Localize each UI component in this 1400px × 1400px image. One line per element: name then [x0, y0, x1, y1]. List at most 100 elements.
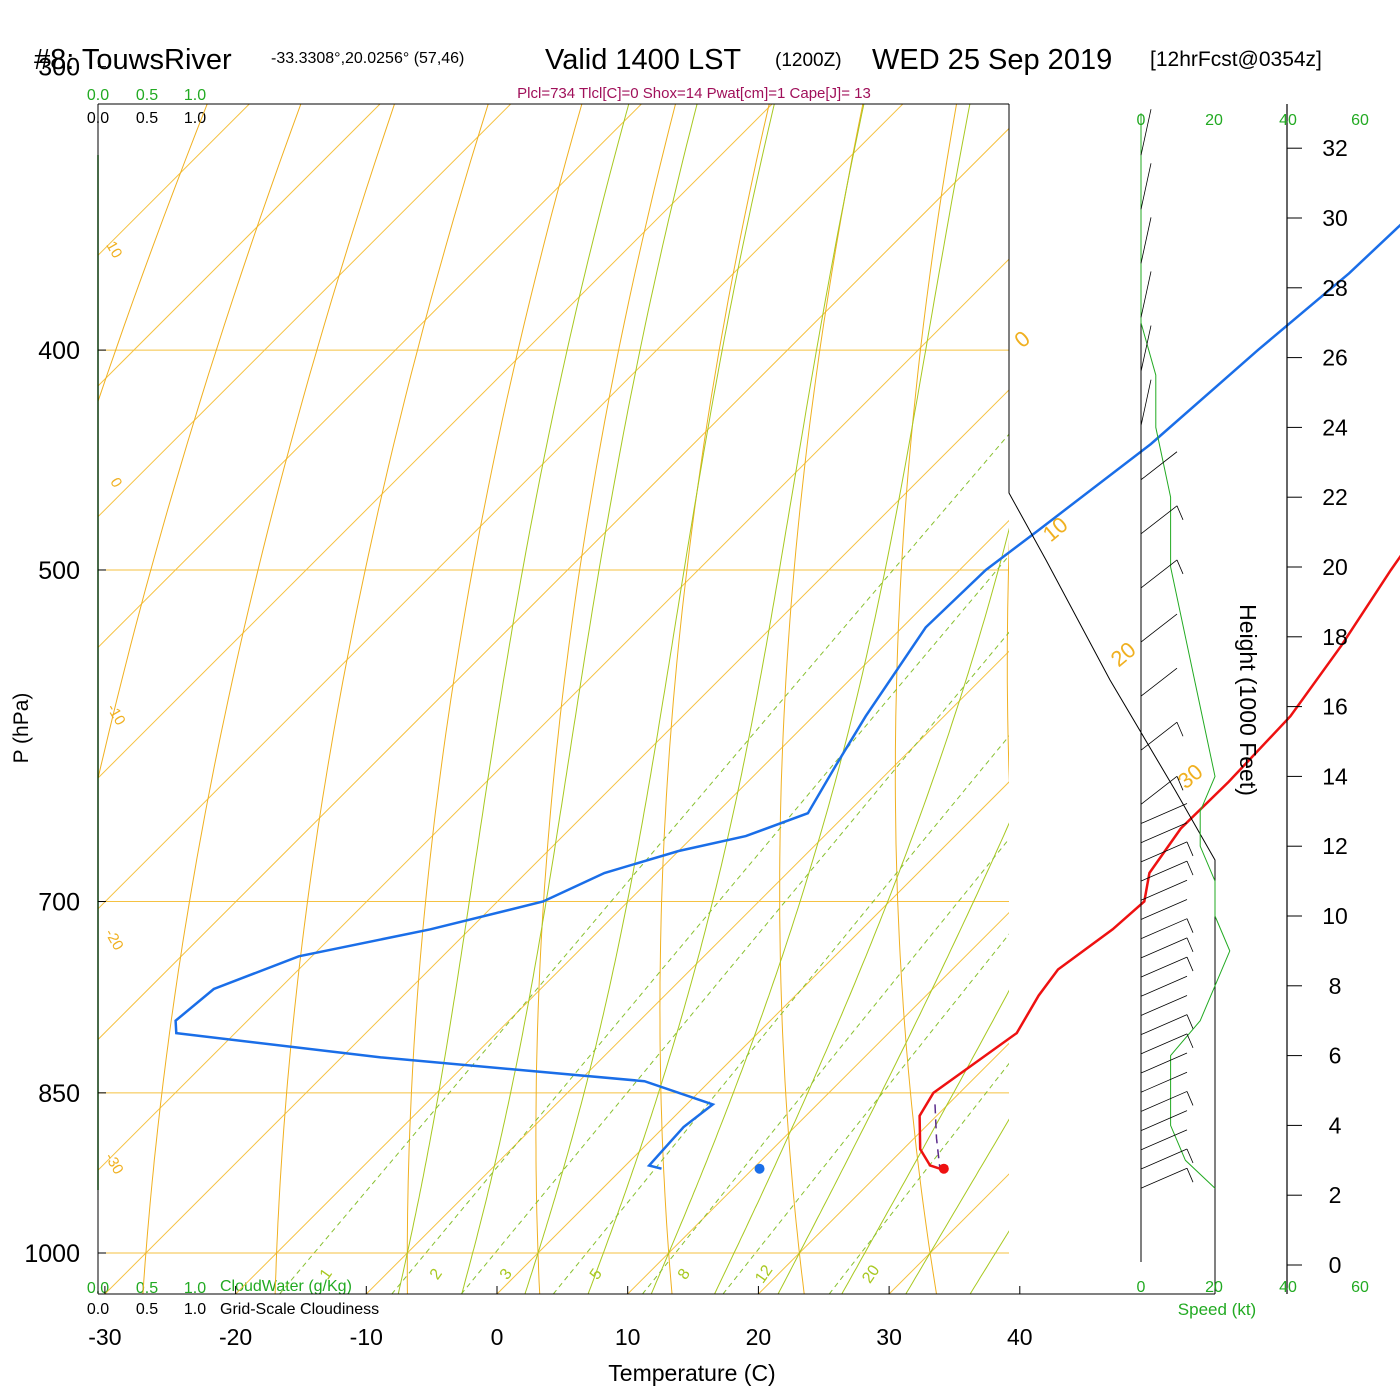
- wind-barb: [1140, 841, 1188, 863]
- wind-top-tick: 60: [1351, 112, 1369, 129]
- isotherm--100: [98, 104, 381, 387]
- wind-barb: [1140, 879, 1188, 901]
- mixing-ratio-line: [641, 838, 1009, 1294]
- svg-text:0.0: 0.0: [87, 87, 109, 104]
- wind-barb-flag: [1176, 559, 1184, 575]
- mixing-ratio-line: [391, 554, 1009, 1294]
- isotherm--70: [98, 104, 773, 779]
- height-tick-label: 0: [1329, 1252, 1342, 1278]
- height-tick-label: 12: [1322, 833, 1348, 859]
- height-tick-label: 14: [1322, 763, 1348, 789]
- svg-text:1.0: 1.0: [184, 1301, 206, 1318]
- height-tick-label: 16: [1322, 694, 1348, 720]
- dry-adiabat: [894, 104, 958, 1294]
- wind-barb: [1140, 1071, 1188, 1093]
- x-tick-label: -10: [350, 1324, 383, 1350]
- dry-adiabat: [274, 104, 489, 1294]
- wind-barb: [1140, 1052, 1188, 1074]
- y-axis-title: P (hPa): [10, 693, 33, 764]
- wind-barb: [1140, 667, 1178, 697]
- wind-barb: [1140, 613, 1178, 643]
- valid-date: WED 25 Sep 2019: [872, 44, 1112, 76]
- dry-adiabat: [98, 104, 208, 404]
- pressure-tick-label: 1000: [24, 1240, 80, 1268]
- dry-adiabat: [1323, 0, 1400, 1347]
- wind-barb-flag: [1186, 841, 1194, 857]
- adiabat-label: 20: [1106, 637, 1141, 672]
- moist-adiabat: [841, 989, 1009, 1294]
- wind-bottom-tick: 0: [1137, 1279, 1146, 1296]
- wind-barb-flag: [1186, 1033, 1194, 1049]
- svg-text:1.0: 1.0: [184, 87, 206, 104]
- mixing-ratio-label: 5: [587, 1266, 606, 1283]
- moist-adiabat: [650, 104, 971, 1294]
- wind-barb-flag: [1186, 1148, 1194, 1164]
- height-axis-title: Height (1000 Feet): [1235, 604, 1261, 796]
- wind-barb: [1140, 860, 1188, 882]
- cloud-axis-bottom: 0.0 0.5 1.00.0 0.5 1.0: [87, 1280, 206, 1318]
- isotherm-10: [627, 911, 1009, 1294]
- adiabat-label: 30: [1173, 759, 1208, 794]
- dry-adiabat: [406, 104, 583, 1294]
- wind-barb-flag: [1176, 776, 1184, 791]
- isotherm-0: [496, 781, 1009, 1294]
- wind-barb: [1140, 1091, 1188, 1112]
- frame-edge: [1008, 104, 1216, 1294]
- mixing-ratio-label: 3: [497, 1266, 516, 1283]
- pressure-tick-label: 400: [38, 337, 80, 365]
- wind-barb: [1140, 109, 1152, 156]
- x-tick-label: 30: [876, 1324, 902, 1350]
- moist-adiabat: [524, 104, 775, 1294]
- wind-barb: [1140, 937, 1188, 959]
- temperature-line: [918, 554, 1400, 1170]
- wind-barb: [1140, 975, 1188, 997]
- wind-barb: [1140, 803, 1188, 824]
- isotherm--110: [98, 104, 250, 257]
- isotherm--50: [98, 127, 1009, 1041]
- parcel-path: [934, 1104, 941, 1169]
- x-tick-label: 0: [491, 1324, 504, 1350]
- wind-barb-flag: [1186, 860, 1194, 876]
- pressure-tick-label: 500: [38, 557, 80, 585]
- axes: -30-20-100102030402503004005007008501000…: [24, 54, 1348, 1350]
- valid-time: Valid 1400 LST: [545, 44, 741, 76]
- station-title: #8: TouwsRiver: [34, 44, 232, 76]
- cloudiness-label: Grid-Scale Cloudiness: [220, 1301, 379, 1318]
- pressure-tick-label: 700: [38, 889, 80, 917]
- dry-adiabat: [779, 104, 864, 1294]
- wind-barb-flag: [1186, 956, 1194, 972]
- height-tick-label: 26: [1322, 345, 1348, 371]
- height-tick-label: 10: [1322, 903, 1348, 929]
- isotherm--10: [365, 650, 1009, 1294]
- isotherm-20: [758, 1042, 1009, 1294]
- wind-barb-flag: [1176, 722, 1184, 737]
- dewpoint-line: [174, 223, 1400, 1170]
- height-tick-label: 4: [1329, 1112, 1342, 1138]
- wind-bottom-tick: 60: [1351, 1279, 1369, 1296]
- x-tick-label: 10: [615, 1324, 641, 1350]
- isotherm-50: [1151, 104, 1400, 1294]
- pressure-tick-label: 300: [38, 54, 80, 82]
- wind-bottom-tick: 20: [1205, 1279, 1223, 1296]
- mixing-ratio-line: [552, 735, 1009, 1294]
- wind-barb: [1140, 451, 1178, 481]
- wind-barb: [1140, 721, 1178, 751]
- adiabat-label: 0: [106, 475, 125, 491]
- adiabat-label: 0: [1009, 326, 1034, 353]
- wind-barb: [1140, 271, 1152, 318]
- wind-barb: [1140, 379, 1152, 426]
- x-tick-label: -20: [219, 1324, 252, 1350]
- cloud-axis-top: 0.0 0.5 1.00.0 0.5 1.0: [87, 87, 206, 127]
- wind-barb: [1140, 1014, 1188, 1036]
- svg-text:0.5: 0.5: [136, 87, 158, 104]
- mixing-ratio-line: [722, 933, 1009, 1294]
- moist-adiabat: [461, 104, 698, 1294]
- dry-adiabat: [1116, 0, 1215, 1347]
- adiabat-label: -10: [103, 701, 129, 728]
- wind-barb: [1140, 1167, 1188, 1189]
- dry-adiabat: [142, 104, 396, 1294]
- svg-text:1.0: 1.0: [184, 1280, 206, 1297]
- isotherm--60: [98, 104, 904, 910]
- height-tick-label: 30: [1322, 205, 1348, 231]
